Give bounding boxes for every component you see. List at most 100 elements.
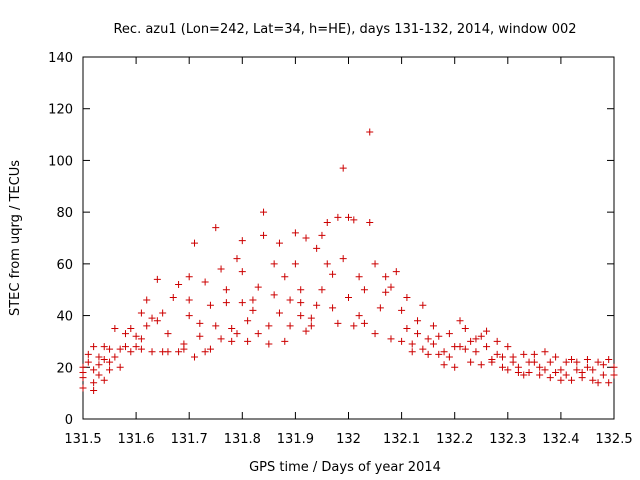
data-point <box>504 343 512 351</box>
data-point <box>345 293 352 301</box>
data-point <box>371 330 379 338</box>
x-tick-label: 132.2 <box>436 432 473 447</box>
data-point <box>127 325 135 332</box>
data-point <box>217 335 225 343</box>
x-tick-label: 132.5 <box>595 432 632 447</box>
data-point <box>100 356 108 364</box>
data-point <box>90 387 98 395</box>
data-point <box>573 358 581 366</box>
data-point <box>477 332 485 340</box>
data-point <box>79 363 87 371</box>
data-point <box>137 345 145 353</box>
data-points <box>79 128 618 395</box>
data-point <box>605 356 613 364</box>
data-point <box>111 353 119 361</box>
data-point <box>345 213 352 221</box>
data-point <box>520 371 528 379</box>
data-point <box>121 343 129 351</box>
data-point <box>440 361 448 369</box>
data-point <box>270 260 278 268</box>
data-point <box>568 376 576 384</box>
data-point <box>398 306 406 314</box>
data-point <box>583 363 591 371</box>
data-point <box>175 348 183 356</box>
data-point <box>445 330 453 338</box>
data-point <box>403 325 411 332</box>
data-point <box>562 371 570 379</box>
data-point <box>206 301 214 309</box>
data-point <box>222 299 230 307</box>
data-point <box>275 239 283 247</box>
data-point <box>536 363 544 371</box>
data-point <box>573 366 581 374</box>
data-point <box>180 345 188 353</box>
data-point <box>143 296 151 304</box>
data-point <box>106 366 114 374</box>
data-point <box>461 345 469 353</box>
data-point <box>270 291 278 299</box>
data-point <box>594 358 602 366</box>
data-point <box>201 348 209 356</box>
data-point <box>254 283 262 291</box>
data-point <box>297 299 305 307</box>
data-point <box>435 350 443 358</box>
data-point <box>376 304 384 312</box>
data-point <box>509 353 517 361</box>
y-tick-label: 0 <box>65 413 73 428</box>
data-point <box>568 356 576 364</box>
data-point <box>610 363 618 371</box>
data-point <box>148 348 156 356</box>
data-point <box>461 325 469 332</box>
data-point <box>360 286 368 294</box>
data-point <box>90 379 98 387</box>
data-point <box>472 348 480 356</box>
data-point <box>429 322 437 330</box>
data-point <box>589 366 597 374</box>
data-point <box>525 368 533 376</box>
data-point <box>329 270 337 278</box>
data-point <box>217 265 225 273</box>
data-point <box>191 353 199 361</box>
x-tick-label: 131.7 <box>171 432 208 447</box>
data-point <box>387 283 395 291</box>
data-point <box>132 343 140 351</box>
x-tick-label: 132 <box>336 432 361 447</box>
data-point <box>95 371 103 379</box>
data-point <box>456 343 464 351</box>
data-point <box>121 330 129 338</box>
data-point <box>286 296 294 304</box>
data-point <box>244 317 252 325</box>
data-point <box>212 322 220 330</box>
data-point <box>238 237 246 245</box>
data-point <box>541 348 549 356</box>
x-tick-label: 132.4 <box>542 432 579 447</box>
x-tick-label: 131.6 <box>117 432 154 447</box>
data-point <box>201 278 209 286</box>
data-point <box>498 353 506 361</box>
data-point <box>392 268 400 276</box>
data-point <box>164 348 172 356</box>
data-point <box>366 128 374 136</box>
data-point <box>175 281 183 289</box>
data-point <box>493 337 501 345</box>
data-point <box>307 314 315 322</box>
data-point <box>238 268 246 276</box>
data-point <box>594 379 602 387</box>
x-tick-label: 132.1 <box>383 432 420 447</box>
data-point <box>435 332 443 340</box>
data-point <box>562 358 570 366</box>
data-point <box>90 366 98 374</box>
data-point <box>302 327 310 335</box>
data-point <box>84 358 92 366</box>
data-point <box>323 218 331 226</box>
data-point <box>249 306 257 314</box>
data-point <box>599 371 607 379</box>
data-point <box>424 350 432 358</box>
data-point <box>366 218 374 226</box>
data-point <box>408 348 416 356</box>
data-point <box>360 319 368 327</box>
data-point <box>520 350 528 358</box>
data-point <box>281 273 289 281</box>
data-point <box>472 335 480 343</box>
data-point <box>530 350 538 358</box>
